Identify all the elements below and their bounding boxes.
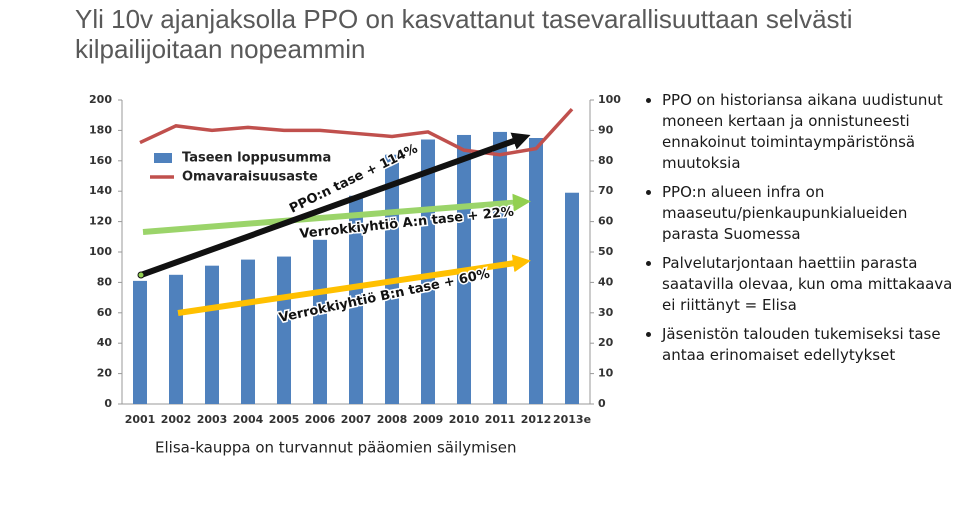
- y2-tick-label: 50: [598, 245, 614, 258]
- bullet-list: PPO on historiansa aikana uudistunut mon…: [645, 90, 960, 374]
- x-tick-label: 2004: [233, 413, 264, 426]
- x-tick-label: 2007: [341, 413, 372, 426]
- y-tick-label: 180: [89, 123, 112, 136]
- bar: [349, 195, 363, 404]
- arrow-start: [137, 271, 145, 279]
- bar: [421, 139, 435, 404]
- y-tick-label: 140: [89, 184, 112, 197]
- y2-tick-label: 90: [598, 123, 614, 136]
- x-tick-label: 2001: [125, 413, 156, 426]
- legend-label: Omavaraisuusaste: [182, 170, 318, 185]
- x-tick-label: 2005: [269, 413, 300, 426]
- y2-tick-label: 20: [598, 336, 614, 349]
- y2-tick-label: 40: [598, 275, 614, 288]
- x-tick-label: 2009: [413, 413, 444, 426]
- x-tick-label: 2012: [521, 413, 552, 426]
- y-tick-label: 160: [89, 154, 112, 167]
- bullet: Palvelutarjontaan haettiin parasta saata…: [662, 253, 960, 316]
- y-tick-label: 40: [97, 336, 113, 349]
- x-tick-label: 2011: [485, 413, 516, 426]
- y-tick-label: 100: [89, 245, 112, 258]
- bullet: PPO:n alueen infra on maaseutu/pienkaupu…: [662, 182, 960, 245]
- y-tick-label: 80: [97, 275, 113, 288]
- y-tick-label: 60: [97, 306, 113, 319]
- y2-tick-label: 60: [598, 215, 614, 228]
- x-tick-label: 2013e: [553, 413, 591, 426]
- bar: [313, 239, 327, 404]
- legend-swatch: [154, 153, 172, 163]
- bar: [241, 259, 255, 404]
- arrow: [177, 254, 531, 316]
- legend-label: Taseen loppusumma: [182, 151, 331, 166]
- x-tick-label: 2002: [161, 413, 192, 426]
- y2-tick-label: 0: [598, 397, 606, 410]
- y-tick-label: 200: [89, 93, 112, 106]
- line: [139, 107, 574, 157]
- footnote: Elisa-kauppa on turvannut pääomien säily…: [155, 439, 517, 457]
- y-tick-label: 0: [104, 397, 112, 410]
- arrow: [142, 193, 531, 235]
- y-tick-label: 20: [97, 367, 113, 380]
- bar: [169, 274, 183, 404]
- y2-tick-label: 30: [598, 306, 614, 319]
- y2-tick-label: 100: [598, 93, 621, 106]
- bar: [133, 280, 147, 404]
- x-tick-label: 2006: [305, 413, 336, 426]
- bar: [565, 192, 579, 404]
- y2-tick-label: 10: [598, 367, 614, 380]
- bar: [529, 138, 543, 404]
- arrow: [139, 132, 531, 278]
- bullet: PPO on historiansa aikana uudistunut mon…: [662, 90, 960, 174]
- x-tick-label: 2003: [197, 413, 228, 426]
- slide-title: Yli 10v ajanjaksolla PPO on kasvattanut …: [75, 4, 853, 64]
- x-tick-label: 2010: [449, 413, 480, 426]
- bar: [205, 265, 219, 404]
- bullet: Jäsenistön talouden tukemiseksi tase ant…: [662, 324, 960, 366]
- bar: [277, 256, 291, 404]
- y-tick-label: 120: [89, 215, 112, 228]
- y2-tick-label: 70: [598, 184, 614, 197]
- x-tick-label: 2008: [377, 413, 408, 426]
- y2-tick-label: 80: [598, 154, 614, 167]
